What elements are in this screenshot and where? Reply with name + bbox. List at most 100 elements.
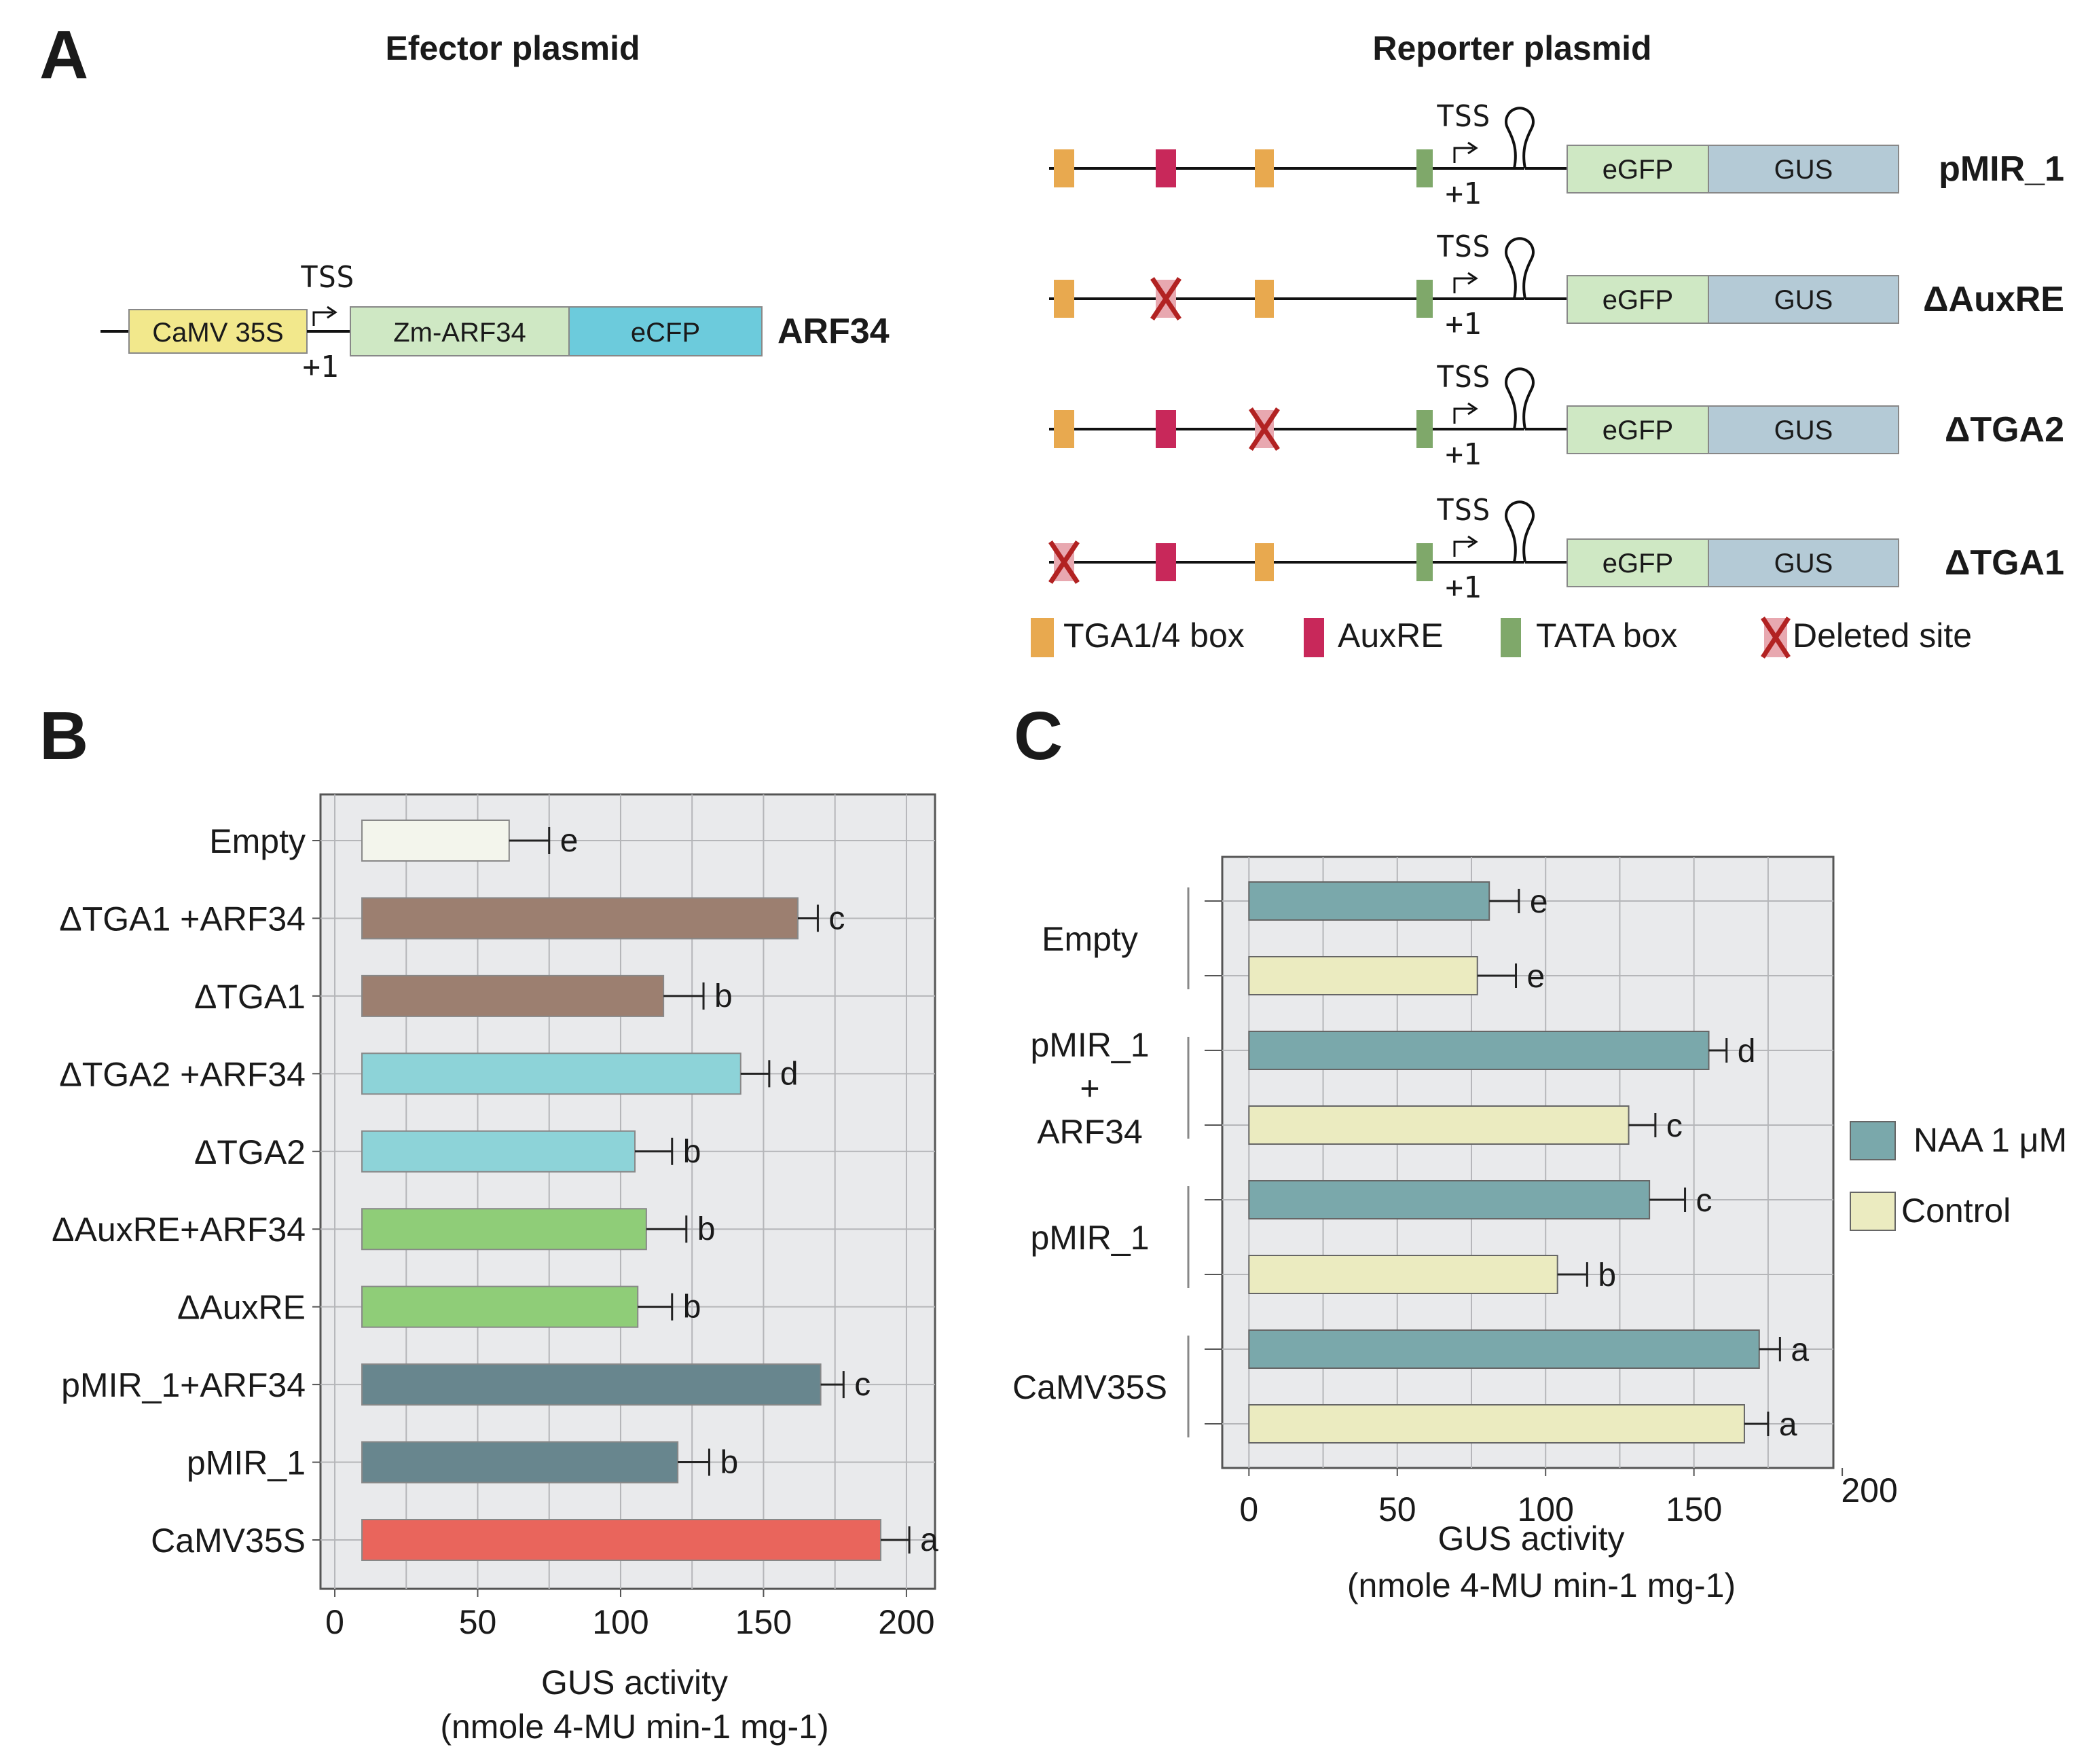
significance-letter: d bbox=[780, 1056, 799, 1092]
tss-label: TSS bbox=[1436, 99, 1490, 134]
tss-arrow-icon bbox=[1453, 407, 1473, 424]
category-label: pMIR_1 bbox=[187, 1444, 306, 1482]
auxre-box bbox=[1156, 149, 1176, 187]
x-tick-label: 150 bbox=[735, 1603, 792, 1641]
auxre-box bbox=[1156, 410, 1176, 448]
bar bbox=[1248, 1329, 1760, 1369]
tag-label: eCFP bbox=[631, 318, 700, 348]
tss-arrow-icon bbox=[1453, 540, 1473, 557]
bar bbox=[1248, 881, 1490, 921]
tata-box bbox=[1416, 149, 1433, 187]
reporter-construct: TSS +1 eGFP GUS pMIR_1 bbox=[1049, 99, 2064, 211]
ecfp-tag-box bbox=[568, 306, 763, 356]
bar bbox=[361, 974, 665, 1017]
deleted-site-icon bbox=[1150, 277, 1182, 320]
plus-one-label: +1 bbox=[1446, 437, 1482, 472]
x-axis-units: (nmole 4-MU min-1 mg-1) bbox=[440, 1708, 828, 1746]
category-label: Empty bbox=[1042, 920, 1138, 958]
egfp-label: eGFP bbox=[1602, 155, 1673, 185]
bar bbox=[361, 1519, 882, 1561]
tss-arrowhead-icon bbox=[1467, 272, 1478, 285]
category-label: CaMV35S bbox=[151, 1522, 306, 1560]
legend-label: NAA 1 μM bbox=[1913, 1121, 2067, 1159]
tga1-box bbox=[1054, 280, 1074, 318]
panel-c-letter: C bbox=[1014, 698, 1063, 774]
significance-letter: b bbox=[1598, 1257, 1616, 1293]
tata-box bbox=[1416, 410, 1433, 448]
promoter-label: CaMV 35S bbox=[152, 318, 283, 348]
category-label: ΔTGA2 +ARF34 bbox=[59, 1055, 306, 1093]
panel-a-letter: A bbox=[39, 17, 88, 93]
reporter-title: Reporter plasmid bbox=[1372, 29, 1651, 67]
significance-letter: b bbox=[720, 1445, 738, 1481]
category-label: ARF34 bbox=[1037, 1113, 1143, 1151]
tss-label: TSS bbox=[1436, 229, 1490, 264]
gus-box bbox=[1708, 145, 1899, 194]
panel-c: C EmptyeepMIR_1+ARF34dcpMIR_1cbCaMV35Saa… bbox=[1012, 698, 2067, 1604]
significance-letter: c bbox=[854, 1367, 871, 1403]
category-label: + bbox=[1080, 1069, 1099, 1107]
significance-letter: b bbox=[683, 1289, 701, 1325]
egfp-box bbox=[1567, 538, 1709, 587]
significance-letter: a bbox=[1779, 1407, 1797, 1443]
reporter-construct: TSS +1 eGFP GUS ΔTGA2 bbox=[1049, 360, 2064, 472]
chart-c-legend: NAA 1 μM Control bbox=[1850, 1121, 2067, 1231]
egfp-label: eGFP bbox=[1602, 416, 1673, 445]
gene-label: Zm-ARF34 bbox=[393, 318, 526, 348]
bar bbox=[361, 1130, 636, 1173]
x-tick-label: 0 bbox=[325, 1603, 344, 1641]
gus-activity-chart-b: Empty ΔTGA1 +ARF34 ΔTGA1 ΔTGA2 +ARF34 ΔTGA2 Δ… bbox=[52, 793, 938, 1746]
legend-deleted-site-icon bbox=[1761, 617, 1791, 659]
x-tick-label: 150 bbox=[1666, 1490, 1722, 1528]
gus-box bbox=[1708, 405, 1899, 454]
bar bbox=[361, 820, 510, 862]
x-tick-label: 50 bbox=[1378, 1490, 1416, 1528]
bar bbox=[361, 1441, 679, 1484]
construct-name: ΔTGA2 bbox=[1945, 410, 2064, 449]
plot-area bbox=[1221, 856, 1835, 1469]
legend-auxre-label: AuxRE bbox=[1338, 617, 1444, 655]
legend-tata-box-icon bbox=[1501, 618, 1521, 657]
category-label: ΔTGA1 +ARF34 bbox=[59, 900, 306, 938]
significance-letter: b bbox=[697, 1211, 716, 1247]
plus-one-label: +1 bbox=[1446, 177, 1482, 211]
egfp-box bbox=[1567, 275, 1709, 324]
effector-tss-label: TSS bbox=[300, 260, 354, 295]
plus-one-label: +1 bbox=[1446, 307, 1482, 342]
bar bbox=[361, 1285, 639, 1328]
significance-letter: e bbox=[1527, 959, 1545, 995]
category-label: pMIR_1 bbox=[1030, 1026, 1149, 1064]
x-tick-label: 50 bbox=[459, 1603, 497, 1641]
bar bbox=[361, 897, 799, 940]
significance-letter: e bbox=[560, 823, 579, 859]
legend-swatch bbox=[1850, 1192, 1896, 1231]
reporter-construct: TSS +1 eGFP GUS ΔTGA1 bbox=[1048, 493, 2064, 605]
panel-a-legend: TGA1/4 box AuxRE TATA box Deleted site bbox=[1031, 617, 1972, 659]
tss-label: TSS bbox=[1436, 493, 1490, 528]
category-label: ΔAuxRE+ARF34 bbox=[52, 1211, 306, 1249]
construct-name: ΔAuxRE bbox=[1923, 280, 2064, 319]
x-tick-label: 0 bbox=[1239, 1490, 1258, 1528]
tga2-box bbox=[1255, 280, 1274, 318]
effector-construct: CaMV 35S TSS +1 Zm-ARF34 eCFP ARF34 bbox=[100, 260, 890, 384]
significance-letter: b bbox=[683, 1134, 701, 1170]
tss-arrow-icon bbox=[1453, 147, 1473, 163]
tss-arrowhead-icon bbox=[1467, 402, 1478, 416]
legend-tga-label: TGA1/4 box bbox=[1063, 617, 1245, 655]
tata-box bbox=[1416, 543, 1433, 581]
tga1-box bbox=[1054, 410, 1074, 448]
x-tick-label: 100 bbox=[1517, 1490, 1573, 1528]
category-label: pMIR_1+ARF34 bbox=[61, 1366, 306, 1404]
significance-letter: d bbox=[1738, 1033, 1756, 1069]
zm-arf34-gene-box bbox=[350, 306, 570, 356]
effector-title: Efector plasmid bbox=[385, 29, 640, 67]
gus-label: GUS bbox=[1774, 416, 1833, 445]
legend-auxre-icon bbox=[1304, 618, 1324, 657]
gus-box bbox=[1708, 275, 1899, 324]
legend-label: Control bbox=[1901, 1192, 2011, 1230]
bar bbox=[1248, 956, 1478, 995]
construct-name: ΔTGA1 bbox=[1945, 543, 2064, 583]
category-label: Empty bbox=[209, 822, 306, 860]
hairpin-terminator-icon bbox=[1505, 500, 1535, 563]
